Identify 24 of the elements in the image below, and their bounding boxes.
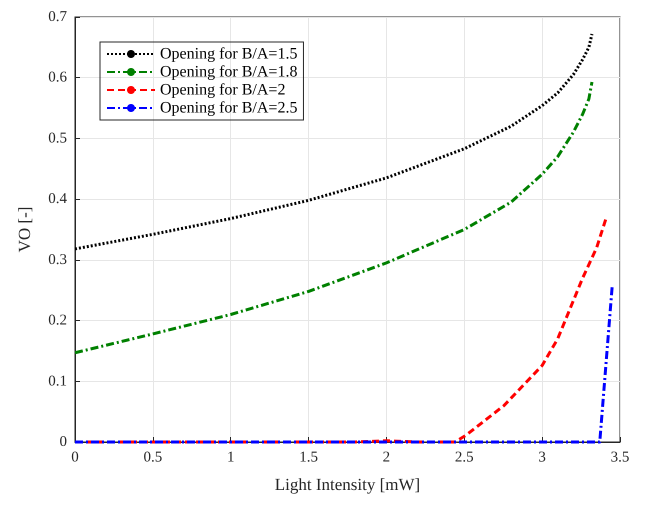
legend-label: Opening for B/A=2	[160, 82, 286, 98]
y-tick-label: 0.3	[48, 252, 67, 268]
x-tick-label: 0.5	[143, 450, 162, 466]
x-tick-label: 1	[226, 450, 234, 466]
y-tick-label: 0.2	[48, 312, 67, 329]
x-tick-label: 3.5	[610, 450, 630, 466]
x-tick-label: 1.5	[299, 450, 318, 466]
y-tick-label: 0.7	[48, 9, 68, 25]
y-tick-label: 0.1	[48, 373, 67, 390]
x-axis-title: Light Intensity [mW]	[274, 475, 420, 494]
y-tick-label: 0.4	[48, 191, 68, 208]
y-tick-label: 0.5	[48, 130, 67, 146]
x-tick-label: 0	[71, 450, 79, 466]
line-series	[74, 80, 594, 354]
legend-label: Opening for B/A=2.5	[160, 100, 298, 116]
line-series	[74, 32, 594, 250]
y-tick-label: 0.6	[48, 70, 68, 86]
x-tick-label: 2	[382, 450, 390, 466]
y-axis-title: VO [-]	[15, 206, 34, 252]
legend-label: Opening for B/A=1.8	[160, 64, 298, 80]
x-tick-label: 3	[538, 450, 546, 466]
legend-label: Opening for B/A=1.5	[160, 46, 298, 62]
x-tick-label: 2.5	[454, 450, 474, 466]
y-tick-label: 0	[60, 434, 67, 450]
